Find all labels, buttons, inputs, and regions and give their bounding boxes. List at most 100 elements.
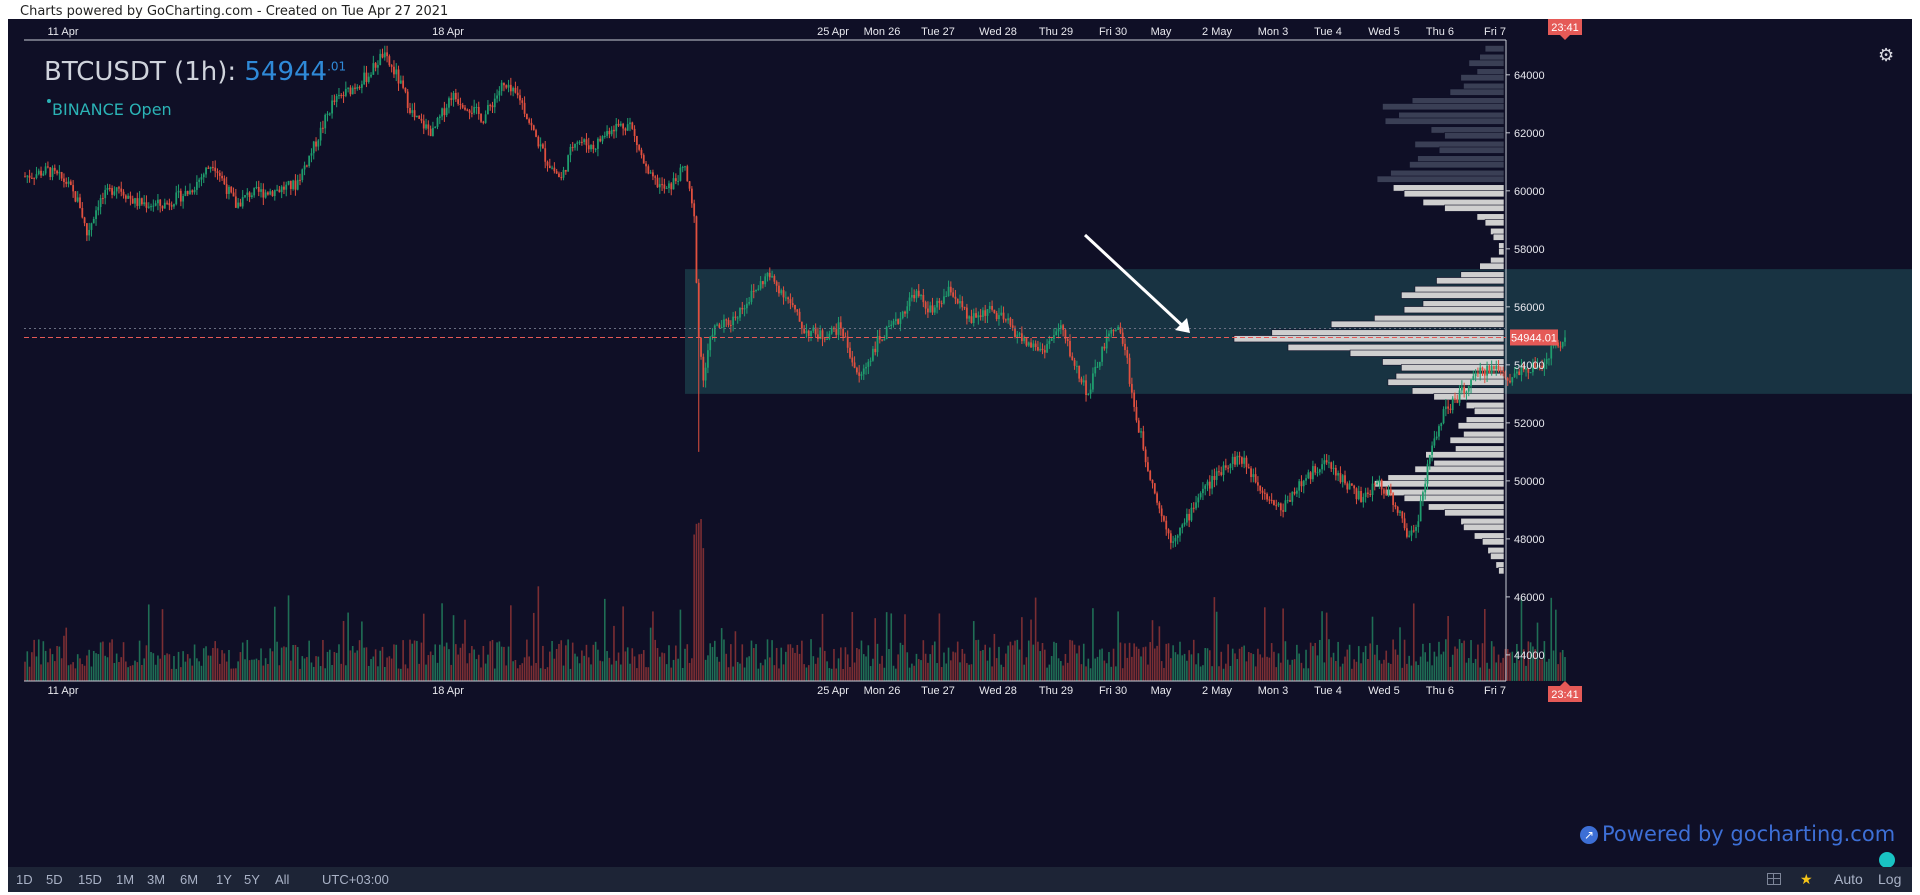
- gear-icon[interactable]: ⚙: [1878, 45, 1895, 65]
- volume-bar: [1527, 641, 1530, 681]
- price-chart[interactable]: 11 Apr 18 Apr 25 Apr Mon 26 Tue 27 Wed 28 Thu …: [8, 19, 1912, 867]
- volume-bar: [1156, 645, 1158, 681]
- volume-bar: [1351, 668, 1353, 681]
- timeframe-6m[interactable]: 6M: [180, 872, 199, 887]
- volume-bar: [388, 656, 391, 681]
- volume-bar: [1541, 659, 1543, 681]
- volume-bar: [1538, 659, 1541, 681]
- volume-bar: [1543, 641, 1546, 681]
- volume-bar: [1296, 644, 1298, 681]
- volume-bar: [1043, 649, 1046, 681]
- timeframe-1m[interactable]: 1M: [116, 872, 135, 887]
- candle-body: [207, 167, 210, 169]
- candle-body: [331, 100, 333, 114]
- volume-bar: [1117, 611, 1119, 681]
- volume-bar: [63, 635, 65, 681]
- candle-body: [1293, 491, 1296, 494]
- candle-body: [842, 328, 845, 337]
- volume-bar: [755, 644, 757, 681]
- candle-body: [736, 317, 739, 319]
- timeframe-5y[interactable]: 5Y: [244, 872, 260, 887]
- volume-bar: [833, 648, 835, 681]
- candle-body: [257, 186, 260, 192]
- candle-body: [833, 327, 835, 330]
- timeframe-all[interactable]: All: [275, 872, 290, 887]
- timeframe-3m[interactable]: 3M: [147, 872, 166, 887]
- volume-bar: [794, 652, 796, 681]
- volume-bar: [998, 646, 1000, 681]
- candle-body: [796, 309, 799, 312]
- volume-bar: [709, 643, 712, 681]
- candle-body: [175, 192, 178, 205]
- candle-body: [108, 187, 111, 189]
- timeframe-1d[interactable]: 1D: [16, 872, 33, 887]
- timeframe-15d[interactable]: 15D: [78, 872, 102, 887]
- candle-body: [947, 286, 950, 297]
- candle-body: [496, 95, 498, 99]
- candle-body: [184, 191, 187, 197]
- candle-body: [810, 330, 812, 336]
- candle-body: [1144, 449, 1147, 463]
- chart-frame[interactable]: 11 Apr 18 Apr 25 Apr Mon 26 Tue 27 Wed 28 Thu …: [8, 19, 1912, 892]
- volume-bar: [347, 612, 349, 681]
- volume-bar: [489, 641, 492, 681]
- volume-bar: [1186, 660, 1188, 681]
- powered-by-link[interactable]: ↗ Powered by gocharting.com: [1580, 822, 1895, 846]
- candle-body: [1369, 493, 1372, 495]
- candle-body: [1463, 386, 1466, 394]
- candle-body: [159, 199, 162, 206]
- candle-body: [292, 180, 295, 190]
- candle-body: [1192, 507, 1195, 509]
- candle-body: [775, 281, 778, 286]
- candle-body: [253, 187, 256, 196]
- volume-bar: [952, 651, 954, 681]
- candle-body: [1373, 483, 1376, 485]
- volume-bar: [780, 647, 783, 681]
- candle-body: [411, 110, 414, 113]
- log-scale-toggle[interactable]: Log: [1878, 871, 1902, 887]
- candle-body: [1062, 325, 1065, 330]
- time-label-top-pointer: [1560, 35, 1570, 40]
- candle-body: [397, 69, 400, 84]
- timezone-label[interactable]: UTC+03:00: [322, 872, 389, 887]
- candle-body: [1263, 492, 1266, 494]
- candle-body: [1300, 481, 1303, 487]
- volume-bar: [1124, 643, 1126, 681]
- auto-scale-toggle[interactable]: Auto: [1834, 871, 1863, 887]
- candle-body: [700, 337, 702, 357]
- volume-bar: [523, 657, 526, 681]
- volume-bar: [319, 666, 322, 681]
- candle-body: [83, 217, 86, 224]
- candle-body: [1305, 478, 1307, 481]
- volume-bar: [1355, 661, 1358, 681]
- candle-body: [1034, 343, 1037, 347]
- candle-body: [892, 321, 895, 325]
- volume-bar: [361, 621, 363, 681]
- grid-icon[interactable]: [1767, 873, 1781, 885]
- volume-bar: [975, 640, 977, 681]
- candle-body: [1481, 367, 1484, 370]
- candle-body: [1023, 337, 1026, 342]
- timeframe-5d[interactable]: 5D: [46, 872, 63, 887]
- candle-body: [800, 321, 803, 329]
- volume-bar: [418, 663, 420, 681]
- top-time-tick-label: Mon 3: [1258, 26, 1289, 38]
- candle-body: [555, 171, 558, 174]
- volume-bar: [294, 644, 297, 681]
- volume-bar: [106, 657, 109, 681]
- volume-profile-bar: [1401, 364, 1505, 372]
- timeframe-1y[interactable]: 1Y: [216, 872, 232, 887]
- candle-body: [340, 94, 343, 96]
- volume-bar: [1014, 640, 1016, 681]
- volume-bar: [1094, 658, 1097, 681]
- volume-bar: [377, 666, 379, 681]
- candle-body: [299, 179, 301, 181]
- candle-body: [413, 110, 416, 118]
- volume-profile-bar: [1233, 335, 1505, 343]
- candle-body: [881, 339, 883, 341]
- volume-bar: [127, 667, 129, 681]
- volume-bar: [466, 663, 469, 681]
- star-icon[interactable]: ★: [1800, 871, 1813, 887]
- candle-body: [1268, 499, 1271, 501]
- volume-bar: [732, 666, 734, 681]
